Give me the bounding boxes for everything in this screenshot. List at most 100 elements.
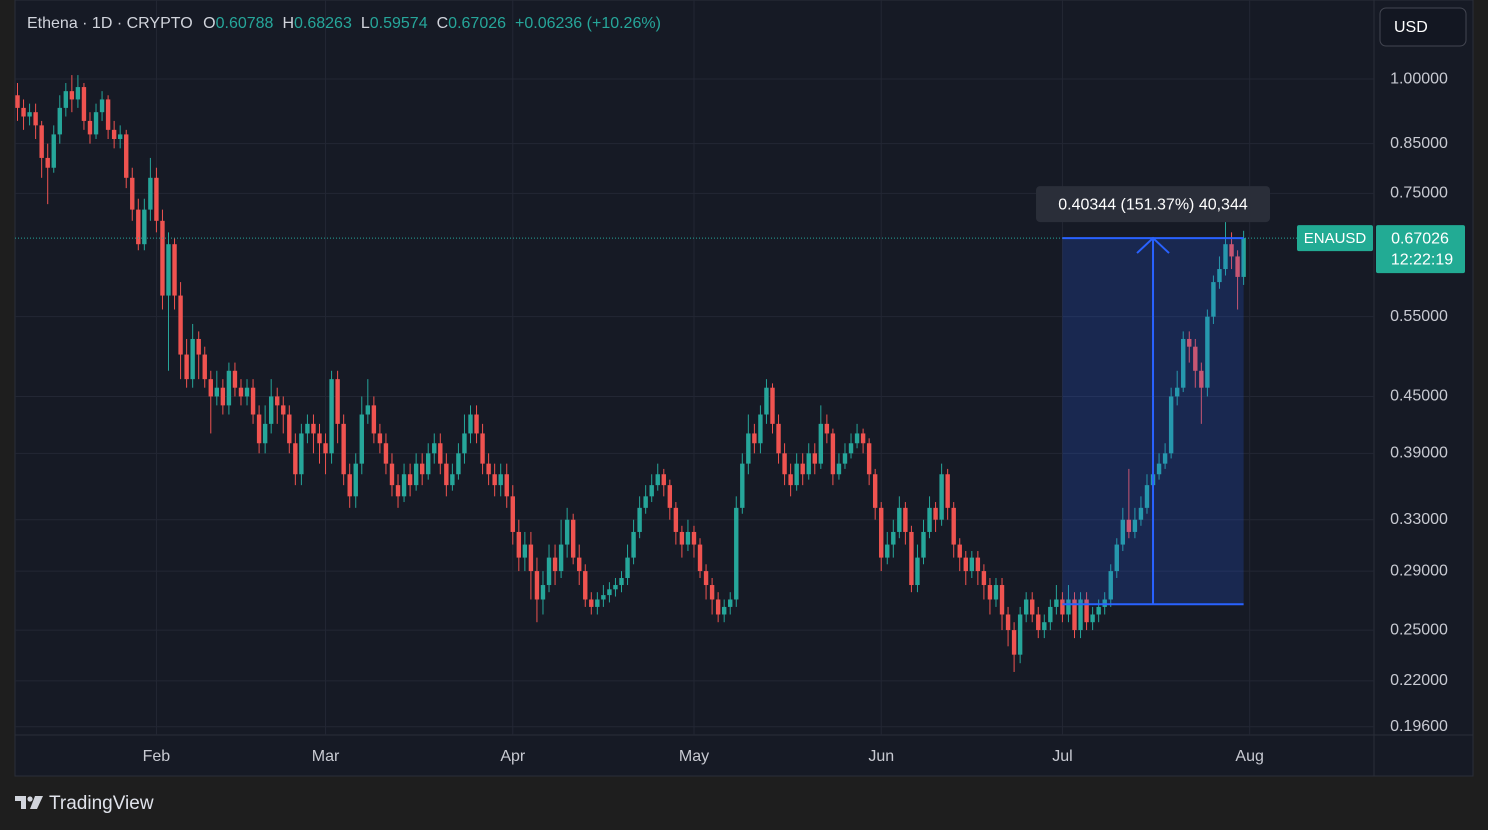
candle-body: [63, 91, 69, 108]
candle-body: [552, 557, 558, 572]
candle-body: [812, 453, 817, 464]
candle-body: [1114, 544, 1119, 572]
candle-body: [462, 433, 467, 454]
candle-body: [728, 599, 733, 607]
logo-shape: [30, 796, 43, 809]
candle-body: [691, 531, 697, 545]
candle-body: [1193, 346, 1198, 371]
candle-body: [87, 120, 93, 135]
candle-body: [866, 443, 872, 475]
candle-body: [1187, 338, 1192, 347]
candle-body: [93, 112, 99, 135]
candle-body: [1084, 599, 1089, 623]
candle-body: [1217, 269, 1222, 283]
candle-body: [1223, 244, 1228, 270]
candle-body: [268, 396, 274, 424]
currency-label[interactable]: USD: [1394, 19, 1428, 36]
candle-body: [323, 443, 328, 454]
candle-body: [1162, 453, 1168, 464]
candle-body: [589, 599, 594, 607]
candle-body: [57, 107, 62, 135]
candle-body: [196, 338, 201, 355]
candle-body: [190, 338, 195, 380]
candle-body: [160, 220, 165, 296]
candle-body: [1144, 485, 1150, 508]
candle-body: [558, 544, 564, 572]
candle-body: [969, 557, 975, 572]
candle-body: [1120, 519, 1126, 545]
candle-body: [33, 112, 38, 126]
y-tick-label: 0.33000: [1390, 511, 1448, 528]
candle-body: [1126, 519, 1132, 532]
candle-body: [715, 599, 721, 615]
y-tick-label: 0.85000: [1390, 135, 1448, 152]
candle-body: [335, 379, 340, 424]
candle-body: [643, 496, 648, 508]
candle-body: [746, 433, 751, 464]
candle-body: [432, 443, 437, 454]
candle-body: [595, 599, 600, 607]
candle-body: [293, 443, 298, 475]
candle-body: [1235, 256, 1240, 277]
candle-body: [764, 387, 769, 415]
candle-body: [184, 354, 189, 380]
candle-body: [945, 474, 950, 508]
logo-shape: [15, 796, 26, 809]
candle-body: [111, 129, 117, 139]
currency-button[interactable]: [1379, 7, 1467, 47]
measure-label-box: [1036, 186, 1271, 223]
candle-body: [220, 387, 226, 406]
candle-body: [800, 463, 805, 475]
candle-body: [673, 507, 679, 532]
candle-body: [359, 414, 364, 464]
candle-body: [939, 474, 944, 520]
candle-body: [124, 134, 129, 178]
candle-body: [1030, 599, 1035, 615]
brand-logo: [15, 796, 43, 809]
candle-body: [752, 433, 757, 444]
candle-body: [21, 107, 26, 117]
candle-body: [142, 209, 147, 245]
candle-body: [933, 507, 938, 520]
measure-arrowhead: [1136, 236, 1170, 254]
candle-body: [413, 463, 419, 486]
low-value: 0.59574: [369, 15, 428, 32]
candle-body: [311, 423, 316, 434]
x-tick-label: Jun: [868, 748, 894, 765]
candle-body: [1211, 282, 1216, 317]
candle-body: [848, 443, 854, 454]
candle-body: [1072, 599, 1077, 631]
candle-body: [208, 379, 213, 397]
candle-body: [546, 557, 552, 586]
candle-body: [697, 544, 703, 572]
y-tick-label: 1.00000: [1390, 70, 1448, 87]
candle-body: [987, 585, 993, 600]
candle-body: [655, 474, 660, 486]
candle-body: [389, 463, 395, 486]
price-tag: [1376, 225, 1465, 274]
candle-body: [377, 433, 383, 444]
y-tick-label: 0.22000: [1390, 672, 1448, 689]
candle-body: [99, 99, 105, 113]
candle-body: [879, 507, 884, 558]
candle-body: [679, 531, 685, 545]
close-value: 0.67026: [448, 15, 507, 32]
candle-body: [81, 87, 87, 121]
candle-body: [782, 453, 787, 475]
candle-body: [341, 423, 346, 475]
open-value: 0.60788: [215, 15, 274, 32]
y-tick-label: 0.45000: [1390, 388, 1448, 405]
candle-body: [486, 463, 491, 475]
candle-body: [981, 571, 987, 586]
y-tick-label: 0.39000: [1390, 445, 1448, 462]
candle-body: [117, 134, 123, 139]
candle-body: [401, 474, 407, 497]
y-tick-label: 0.19600: [1390, 718, 1448, 735]
candle-body: [136, 209, 141, 245]
candle-body: [426, 453, 431, 475]
candle-body: [915, 557, 920, 586]
candle-body: [444, 463, 449, 486]
candle-body: [148, 177, 153, 210]
candle-body: [438, 443, 443, 464]
